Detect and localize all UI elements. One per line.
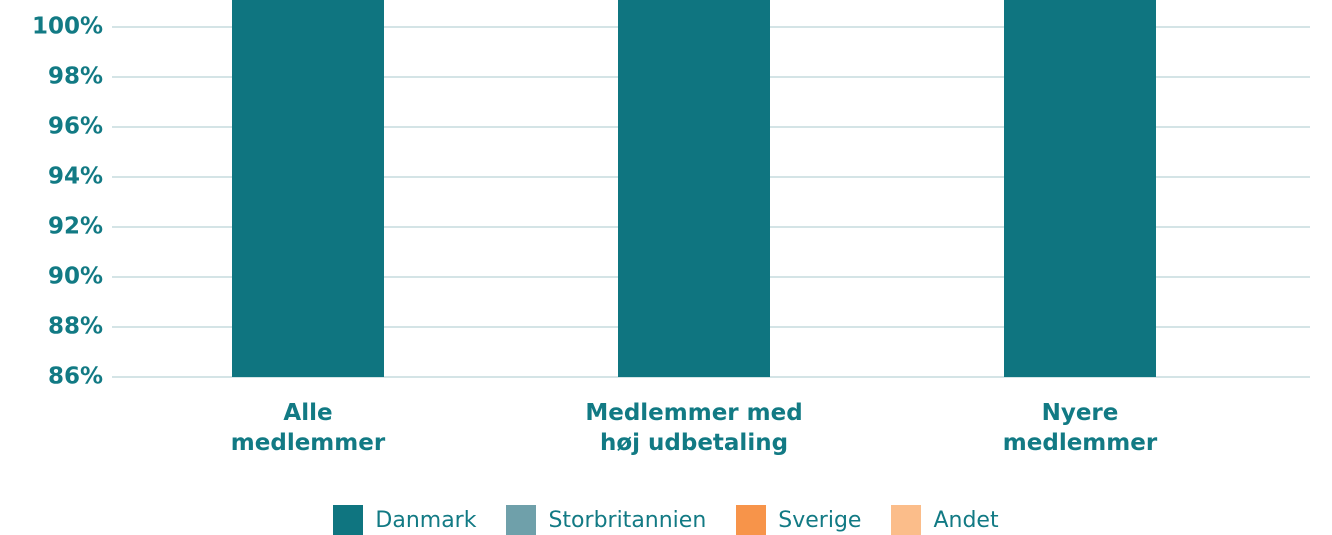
- legend-label: Storbritannien: [548, 507, 707, 533]
- y-tick-label: 88%: [48, 314, 103, 340]
- legend-item: Sverige: [736, 505, 861, 535]
- legend: Danmark Storbritannien Sverige Andet: [0, 505, 1332, 535]
- x-tick-label: Nyere medlemmer: [1002, 400, 1158, 456]
- y-tick-label: 90%: [48, 264, 103, 290]
- legend-swatch: [333, 505, 364, 535]
- legend-swatch: [506, 505, 537, 535]
- y-tick-label: 86%: [48, 364, 103, 390]
- legend-item: Danmark: [333, 505, 476, 535]
- x-tick-label: Medlemmer med høj udbetaling: [585, 400, 803, 456]
- chart: 86%88%90%92%94%96%98%100%95%1%1%3%96%4%9…: [32, 0, 1310, 390]
- bar-segment: [232, 0, 384, 377]
- y-tick-label: 96%: [48, 114, 103, 140]
- legend-label: Andet: [933, 507, 999, 533]
- y-tick-label: 94%: [48, 164, 103, 190]
- bar-segment: [618, 0, 770, 377]
- x-tick-label: Alle medlemmer: [230, 400, 386, 456]
- legend-item: Storbritannien: [506, 505, 706, 535]
- legend-label: Sverige: [778, 507, 862, 533]
- y-tick-label: 100%: [32, 14, 103, 40]
- y-tick-label: 92%: [48, 214, 103, 240]
- legend-swatch: [891, 505, 922, 535]
- legend-swatch: [736, 505, 767, 535]
- legend-item: Andet: [891, 505, 999, 535]
- bar-segment: [1004, 0, 1156, 377]
- legend-label: Danmark: [375, 507, 477, 533]
- y-tick-label: 98%: [48, 64, 103, 90]
